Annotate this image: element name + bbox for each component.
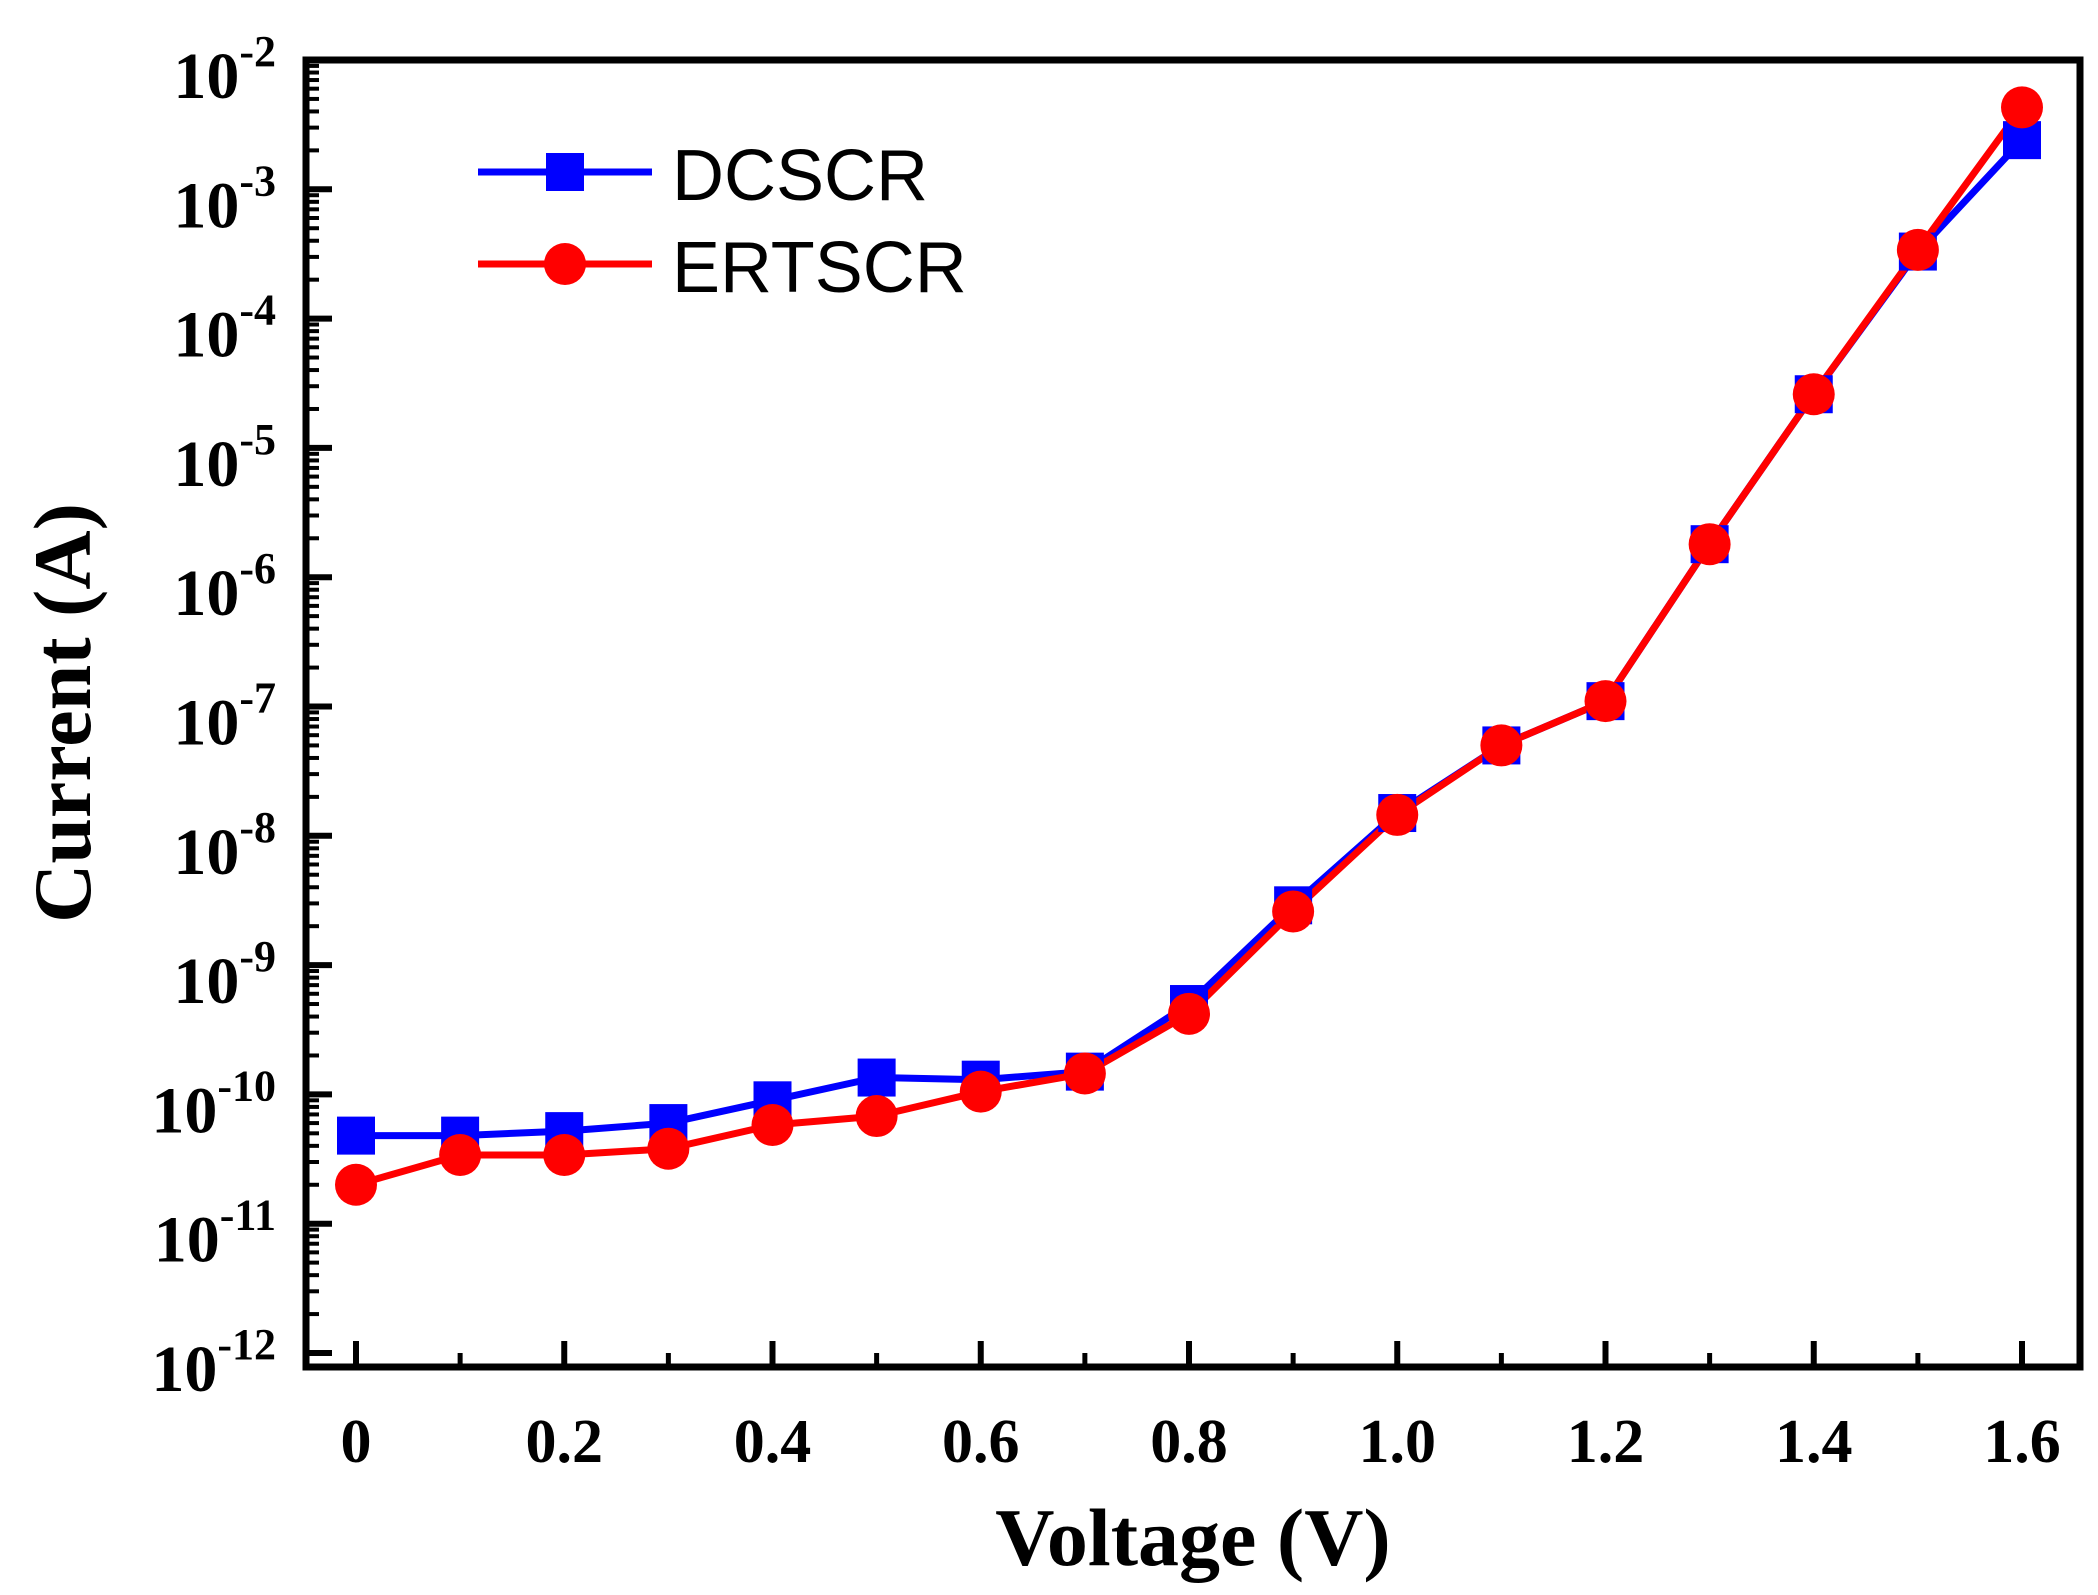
ertscr-marker [1688, 523, 1731, 566]
y-tick-label: 10-9 [173, 932, 276, 1018]
x-axis-title: Voltage (V) [995, 1492, 1391, 1583]
ertscr-marker [1376, 793, 1419, 836]
legend-label: DCSCR [672, 136, 928, 216]
x-tick-label: 1.4 [1775, 1408, 1853, 1476]
y-tick-label: 10-4 [173, 286, 276, 372]
legend-marker-square [546, 153, 584, 191]
ertscr-marker [1168, 992, 1210, 1035]
ertscr-marker [335, 1163, 377, 1206]
y-tick-label: 10-2 [173, 27, 276, 113]
y-axis-title: Current (A) [17, 503, 108, 923]
ertscr-marker [1272, 890, 1315, 933]
legend-label: ERTSCR [672, 228, 967, 308]
y-tick-label: 10-10 [151, 1061, 276, 1147]
y-tick-label: 10-7 [173, 674, 276, 760]
ertscr-marker [439, 1133, 482, 1176]
ertscr-marker [647, 1127, 690, 1170]
x-tick-label: 1.6 [1983, 1408, 2061, 1476]
ertscr-marker [1896, 228, 1939, 271]
ertscr-marker [543, 1133, 586, 1176]
ertscr-marker [2001, 86, 2043, 129]
y-tick-label: 10-3 [173, 156, 276, 242]
y-tick-label: 10-8 [173, 803, 276, 889]
ertscr-marker [751, 1103, 794, 1146]
ertscr-marker [1792, 373, 1835, 416]
x-tick-label: 0.4 [734, 1408, 812, 1476]
legend: DCSCR ERTSCR [478, 136, 967, 308]
y-tick-label: 10-6 [173, 544, 276, 630]
legend-marker-circle [544, 243, 586, 285]
x-tick-label: 1.2 [1567, 1408, 1645, 1476]
x-tick-label: 1.0 [1359, 1408, 1437, 1476]
x-tick-label: 0 [341, 1408, 372, 1476]
axis-tick-labels: 0 0.2 0.4 0.6 0.8 1.0 1.2 1.4 1.6 10-12 10-11 10-10… [151, 27, 2060, 1476]
ertscr-marker [959, 1070, 1002, 1113]
ertscr-marker [1480, 724, 1523, 767]
series-layer [335, 86, 2043, 1206]
axis-ticks [306, 57, 2025, 1367]
ertscr-marker [1584, 680, 1627, 723]
y-tick-label: 10-5 [173, 415, 276, 501]
dcscr-marker [337, 1116, 375, 1155]
ertscr-marker [855, 1095, 898, 1138]
y-tick-label: 10-12 [151, 1320, 276, 1406]
x-tick-label: 0.8 [1150, 1408, 1228, 1476]
dcscr-marker [857, 1058, 896, 1097]
ertscr-marker [1063, 1052, 1106, 1095]
y-tick-label: 10-11 [154, 1191, 276, 1277]
x-tick-label: 0.6 [942, 1408, 1020, 1476]
x-tick-label: 0.2 [526, 1408, 604, 1476]
